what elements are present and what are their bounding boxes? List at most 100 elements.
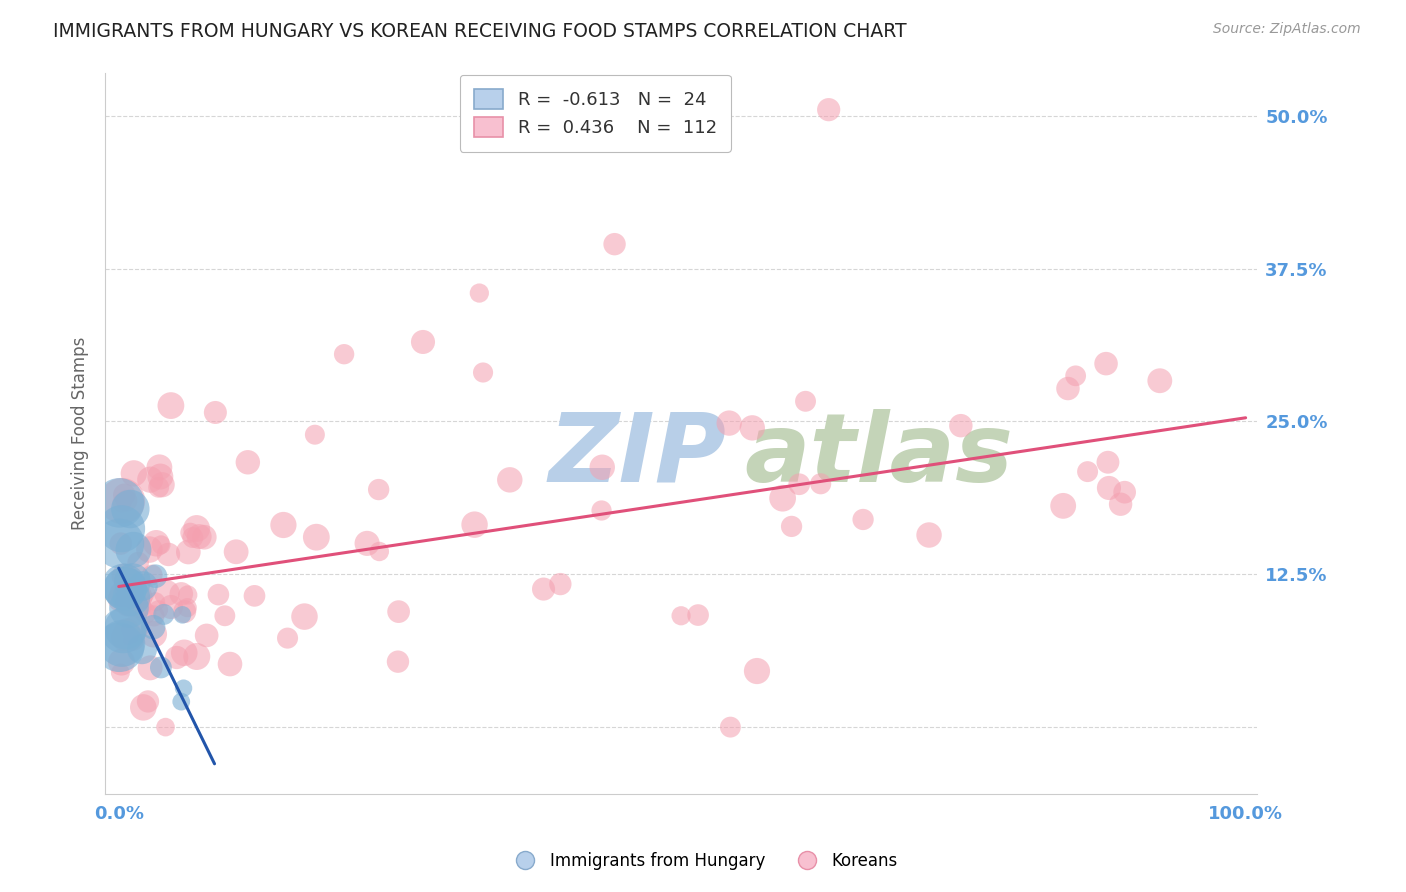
Point: [108, 536, 131, 550]
Point: [112, 624, 135, 638]
Point: [112, 631, 135, 645]
Point: [772, 491, 794, 506]
Point: [273, 518, 295, 533]
Point: [153, 607, 176, 622]
Point: [166, 650, 188, 665]
Point: [120, 585, 142, 599]
Point: [387, 655, 409, 669]
Point: [111, 636, 134, 650]
Point: [1097, 455, 1119, 469]
Point: [236, 455, 259, 469]
Point: [173, 646, 195, 660]
Point: [1149, 374, 1171, 388]
Point: [145, 569, 167, 583]
Point: [1057, 382, 1080, 396]
Point: [136, 694, 159, 708]
Point: [333, 347, 356, 361]
Point: [817, 103, 839, 117]
Point: [160, 399, 183, 413]
Point: [142, 620, 165, 634]
Point: [112, 488, 135, 502]
Point: [688, 608, 710, 623]
Point: [122, 633, 145, 648]
Point: [412, 334, 434, 349]
Point: [110, 655, 132, 669]
Point: [156, 586, 179, 600]
Point: [148, 480, 170, 494]
Point: [118, 591, 141, 605]
Point: [112, 579, 135, 593]
Point: [124, 622, 146, 636]
Point: [120, 502, 142, 516]
Point: [170, 695, 193, 709]
Point: [172, 607, 194, 622]
Point: [591, 460, 613, 475]
Point: [388, 605, 411, 619]
Point: [852, 512, 875, 526]
Point: [121, 574, 143, 589]
Point: [356, 536, 378, 550]
Text: Source: ZipAtlas.com: Source: ZipAtlas.com: [1213, 22, 1361, 37]
Text: IMMIGRANTS FROM HUNGARY VS KOREAN RECEIVING FOOD STAMPS CORRELATION CHART: IMMIGRANTS FROM HUNGARY VS KOREAN RECEIV…: [53, 22, 907, 41]
Point: [718, 720, 741, 734]
Point: [114, 582, 136, 597]
Legend: Immigrants from Hungary, Koreans: Immigrants from Hungary, Koreans: [502, 846, 904, 877]
Point: [131, 642, 153, 657]
Point: [1064, 368, 1087, 383]
Point: [115, 493, 138, 508]
Point: [114, 582, 136, 596]
Point: [122, 542, 145, 557]
Point: [110, 536, 132, 550]
Point: [181, 531, 204, 545]
Point: [195, 628, 218, 642]
Point: [780, 519, 803, 533]
Point: [1114, 485, 1136, 500]
Point: [142, 627, 165, 641]
Point: [186, 522, 208, 536]
Point: [150, 477, 173, 491]
Point: [143, 608, 166, 623]
Point: [112, 569, 135, 583]
Point: [179, 525, 201, 540]
Point: [603, 237, 626, 252]
Point: [533, 582, 555, 596]
Point: [499, 473, 522, 487]
Point: [155, 720, 177, 734]
Point: [367, 483, 389, 497]
Point: [128, 590, 150, 604]
Point: [277, 631, 299, 645]
Point: [1052, 499, 1074, 513]
Point: [176, 600, 198, 615]
Point: [472, 366, 495, 380]
Point: [591, 503, 613, 517]
Point: [148, 603, 170, 617]
Point: [810, 476, 832, 491]
Point: [794, 394, 817, 409]
Point: [114, 621, 136, 635]
Point: [108, 640, 131, 655]
Point: [132, 585, 155, 599]
Point: [139, 473, 162, 487]
Point: [170, 587, 193, 601]
Point: [294, 609, 316, 624]
Point: [741, 421, 763, 435]
Point: [141, 568, 163, 582]
Point: [160, 600, 183, 615]
Point: [669, 608, 692, 623]
Point: [188, 529, 211, 543]
Text: ZIP: ZIP: [548, 409, 727, 502]
Point: [304, 427, 326, 442]
Point: [468, 286, 491, 301]
Point: [145, 536, 167, 550]
Point: [148, 460, 170, 475]
Point: [1077, 465, 1099, 479]
Point: [114, 582, 136, 596]
Point: [132, 700, 155, 714]
Point: [110, 665, 132, 680]
Point: [111, 496, 134, 510]
Point: [110, 522, 132, 536]
Point: [204, 405, 226, 419]
Point: [1095, 357, 1118, 371]
Point: [219, 657, 242, 671]
Point: [949, 418, 972, 433]
